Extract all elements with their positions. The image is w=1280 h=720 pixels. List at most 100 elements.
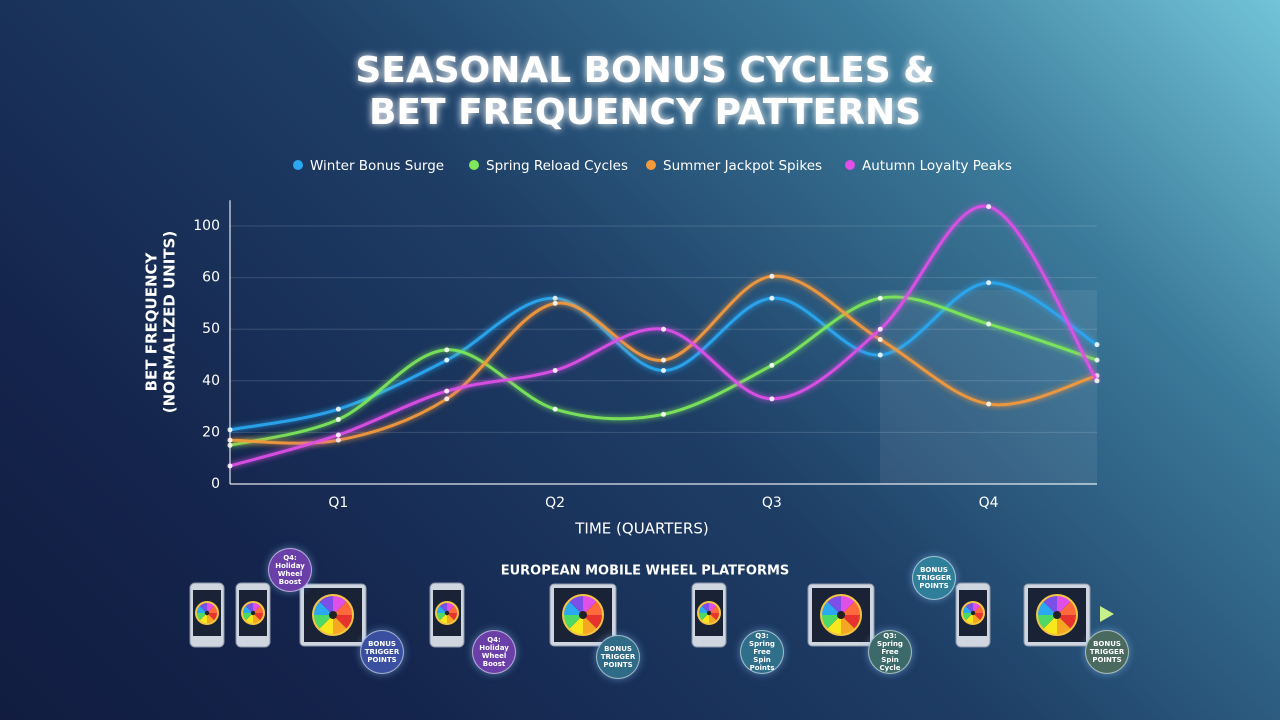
data-point: [986, 280, 992, 286]
data-point: [661, 357, 666, 363]
data-point: [769, 295, 775, 301]
data-point: [661, 367, 666, 373]
y-axis-label: (NORMALIZED UNITS): [161, 231, 179, 413]
wheel: [435, 601, 459, 625]
data-point: [769, 273, 775, 279]
wheel-rim: [961, 601, 985, 625]
wheel-hub: [250, 610, 256, 616]
wheel-slice: [313, 600, 333, 615]
wheel-hub: [444, 610, 450, 616]
wheel-slice: [568, 615, 583, 635]
wheel-slice: [821, 615, 841, 630]
wheel-slice: [1037, 615, 1057, 630]
chart-title: SEASONAL BONUS CYCLES &: [355, 50, 934, 91]
wheel: [562, 594, 604, 636]
wheel-hub: [329, 611, 337, 619]
x-tick-label: Q1: [328, 495, 348, 511]
badge: BONUS TRIGGER POINTS: [1085, 630, 1129, 674]
legend-marker: [845, 160, 855, 170]
wheel-slice: [318, 615, 333, 635]
x-tick-label: Q2: [545, 495, 565, 511]
data-point: [444, 347, 450, 353]
wheel-slice: [1057, 600, 1077, 615]
wheel-slice: [826, 615, 841, 635]
y-tick-label: 60: [202, 270, 220, 286]
wheel-rim: [562, 594, 604, 636]
legend-label: Autumn Loyalty Peaks: [862, 158, 1012, 174]
wheel-hub: [706, 610, 712, 616]
wheel-rim: [697, 601, 721, 625]
data-point: [769, 362, 775, 368]
data-point: [877, 337, 883, 343]
wheel-slice: [333, 595, 348, 615]
wheel: [820, 594, 862, 636]
wheel-slice: [841, 595, 856, 615]
chart-title: BET FREQUENCY PATTERNS: [369, 92, 921, 133]
series-line: [229, 204, 1099, 468]
wheel-hub: [1053, 611, 1061, 619]
badge: BONUS TRIGGER POINTS: [912, 556, 956, 600]
data-point: [335, 417, 341, 422]
legend-marker: [469, 160, 479, 170]
wheel-hub: [204, 610, 210, 616]
wheel-rim: [312, 594, 354, 636]
wheel-slice: [826, 595, 841, 615]
data-point: [661, 411, 666, 417]
data-point: [1094, 342, 1100, 348]
x-axis-label: TIME (QUARTERS): [574, 520, 708, 538]
data-point: [552, 300, 558, 306]
badge: Q3: Spring Free Spin Points: [740, 630, 784, 674]
wheel: [312, 594, 354, 636]
badge: BONUS TRIGGER POINTS: [596, 635, 640, 679]
wheel-hub: [837, 611, 845, 619]
data-point: [227, 442, 233, 448]
wheel-slice: [1057, 615, 1077, 630]
wheel-slice: [333, 615, 348, 635]
badge: Q4: Holiday Wheel Boost: [268, 548, 312, 592]
data-point: [552, 295, 558, 301]
badge: Q3: Spring Free Spin Cycle: [868, 630, 912, 674]
wheel-slice: [333, 615, 353, 630]
y-tick-label: 50: [202, 321, 220, 337]
y-tick-label: 100: [193, 218, 220, 234]
wheel-slice: [583, 595, 598, 615]
section-title: EUROPEAN MOBILE WHEEL PLATFORMS: [501, 564, 790, 579]
wheel-hub: [579, 611, 587, 619]
data-point: [552, 406, 558, 412]
legend-marker: [293, 160, 303, 170]
data-point: [335, 432, 341, 438]
legend-label: Winter Bonus Surge: [310, 158, 444, 174]
data-point: [1094, 378, 1100, 384]
timeline-arrow: [1100, 606, 1114, 622]
data-point: [227, 437, 233, 443]
y-tick-label: 0: [211, 476, 220, 492]
wheel: [1036, 594, 1078, 636]
wheel-rim: [435, 601, 459, 625]
wheel-rim: [241, 601, 265, 625]
wheel-slice: [313, 615, 333, 630]
wheel-slice: [841, 600, 861, 615]
data-point: [661, 326, 666, 332]
data-point: [335, 406, 341, 412]
y-axis-label: BET FREQUENCY: [143, 251, 161, 391]
data-point: [444, 357, 450, 363]
data-point: [335, 437, 341, 443]
data-point: [986, 204, 992, 210]
data-point: [1094, 357, 1100, 363]
wheel-slice: [583, 615, 603, 630]
data-point: [986, 401, 992, 407]
x-tick-label: Q4: [979, 495, 999, 511]
wheel-slice: [563, 615, 583, 630]
wheel-slice: [563, 600, 583, 615]
legend-label: Spring Reload Cycles: [486, 158, 628, 174]
wheel-rim: [195, 601, 219, 625]
data-point: [227, 427, 233, 433]
wheel-slice: [583, 600, 603, 615]
wheel-slice: [1042, 615, 1057, 635]
wheel-slice: [841, 615, 856, 635]
wheel: [961, 601, 985, 625]
legend-marker: [646, 160, 656, 170]
badge: BONUS TRIGGER POINTS: [360, 630, 404, 674]
